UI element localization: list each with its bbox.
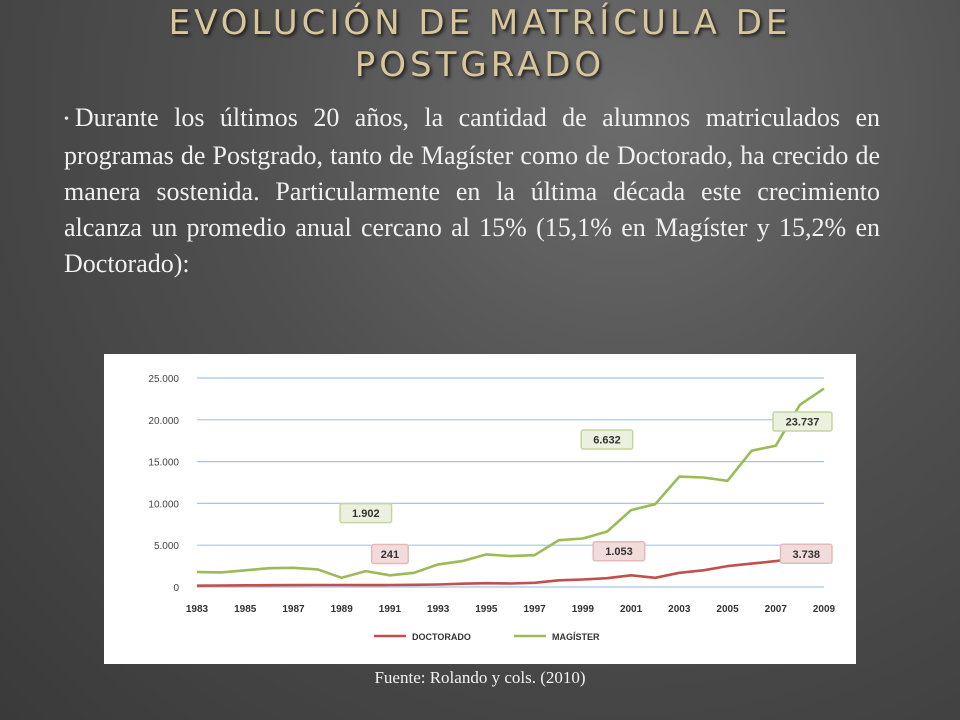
x-tick-label: 1987 (282, 604, 305, 615)
x-tick-label: 1983 (186, 604, 209, 615)
x-tick-label: 2009 (813, 604, 836, 615)
x-tick-label: 1993 (427, 604, 450, 615)
x-tick-label: 1991 (379, 604, 402, 615)
data-label-box (592, 540, 646, 562)
y-tick-label: 10.000 (148, 499, 179, 510)
data-label: 3.738 (792, 549, 820, 561)
y-tick-label: 0 (173, 583, 179, 594)
data-label-box (580, 429, 634, 450)
y-tick-label: 15.000 (148, 458, 179, 469)
legend-label: MAGÍSTER (552, 632, 600, 642)
legend-label: DOCTORADO (412, 632, 471, 642)
data-label-box (772, 411, 833, 432)
slide-title: EVOLUCIÓN DE MATRÍCULA DE POSTGRADO (0, 2, 960, 86)
x-tick-label: 2007 (765, 604, 788, 615)
x-tick-label: 2005 (716, 604, 739, 615)
bullet-icon: • (64, 112, 69, 128)
slide-title-line1: EVOLUCIÓN DE MATRÍCULA DE (168, 3, 792, 43)
data-label: 23.737 (786, 417, 820, 429)
slide-title-line2: POSTGRADO (354, 45, 606, 85)
x-tick-label: 1985 (234, 604, 257, 615)
y-tick-label: 20.000 (148, 416, 179, 427)
y-tick-label: 5.000 (154, 541, 179, 552)
body-paragraph: • Durante los últimos 20 años, la cantida… (64, 100, 880, 282)
x-tick-label: 1999 (572, 604, 595, 615)
data-label: 1.053 (605, 546, 633, 558)
x-tick-label: 2001 (620, 604, 643, 615)
x-tick-label: 1989 (331, 604, 354, 615)
data-label: 241 (381, 549, 399, 561)
body-text: Durante los últimos 20 años, la cantidad… (64, 103, 880, 279)
data-label-box (339, 502, 393, 524)
series-line-magster (196, 387, 825, 580)
enrollment-line-chart: 0 5.000 10.000 15.000 20.000 25.000 1983 1985 19… (148, 374, 836, 642)
data-label: 1.902 (352, 508, 380, 520)
x-tick-label: 1995 (475, 604, 498, 615)
source-caption: Fuente: Rolando y cols. (2010) (374, 668, 586, 687)
x-tick-label: 1997 (523, 604, 546, 615)
series-line-doctorado (196, 554, 825, 587)
data-label: 6.632 (593, 435, 621, 447)
x-tick-label: 2003 (668, 604, 691, 615)
chart-container: 0 5.000 10.000 15.000 20.000 25.000 1983 1985 19… (104, 354, 856, 664)
y-tick-label: 25.000 (148, 374, 179, 385)
data-label-box (370, 543, 409, 565)
data-label-box (779, 543, 833, 565)
